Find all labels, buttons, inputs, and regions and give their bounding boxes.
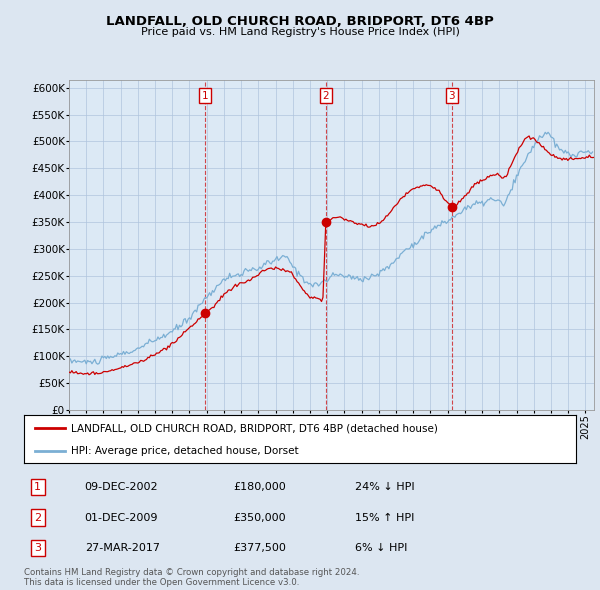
Text: £377,500: £377,500 xyxy=(234,543,287,553)
Text: 2: 2 xyxy=(34,513,41,523)
Text: £180,000: £180,000 xyxy=(234,482,287,492)
Text: 01-DEC-2009: 01-DEC-2009 xyxy=(85,513,158,523)
Text: 2: 2 xyxy=(323,90,329,100)
Text: 3: 3 xyxy=(448,90,455,100)
Text: LANDFALL, OLD CHURCH ROAD, BRIDPORT, DT6 4BP (detached house): LANDFALL, OLD CHURCH ROAD, BRIDPORT, DT6… xyxy=(71,423,438,433)
Text: £350,000: £350,000 xyxy=(234,513,286,523)
Text: 27-MAR-2017: 27-MAR-2017 xyxy=(85,543,160,553)
Text: 1: 1 xyxy=(34,482,41,492)
Text: HPI: Average price, detached house, Dorset: HPI: Average price, detached house, Dors… xyxy=(71,446,299,456)
Text: LANDFALL, OLD CHURCH ROAD, BRIDPORT, DT6 4BP: LANDFALL, OLD CHURCH ROAD, BRIDPORT, DT6… xyxy=(106,15,494,28)
Text: 3: 3 xyxy=(34,543,41,553)
Text: Contains HM Land Registry data © Crown copyright and database right 2024.
This d: Contains HM Land Registry data © Crown c… xyxy=(24,568,359,587)
Text: 1: 1 xyxy=(202,90,209,100)
Text: Price paid vs. HM Land Registry's House Price Index (HPI): Price paid vs. HM Land Registry's House … xyxy=(140,27,460,37)
Text: 24% ↓ HPI: 24% ↓ HPI xyxy=(355,482,415,492)
Text: 15% ↑ HPI: 15% ↑ HPI xyxy=(355,513,415,523)
Text: 09-DEC-2002: 09-DEC-2002 xyxy=(85,482,158,492)
Text: 6% ↓ HPI: 6% ↓ HPI xyxy=(355,543,407,553)
